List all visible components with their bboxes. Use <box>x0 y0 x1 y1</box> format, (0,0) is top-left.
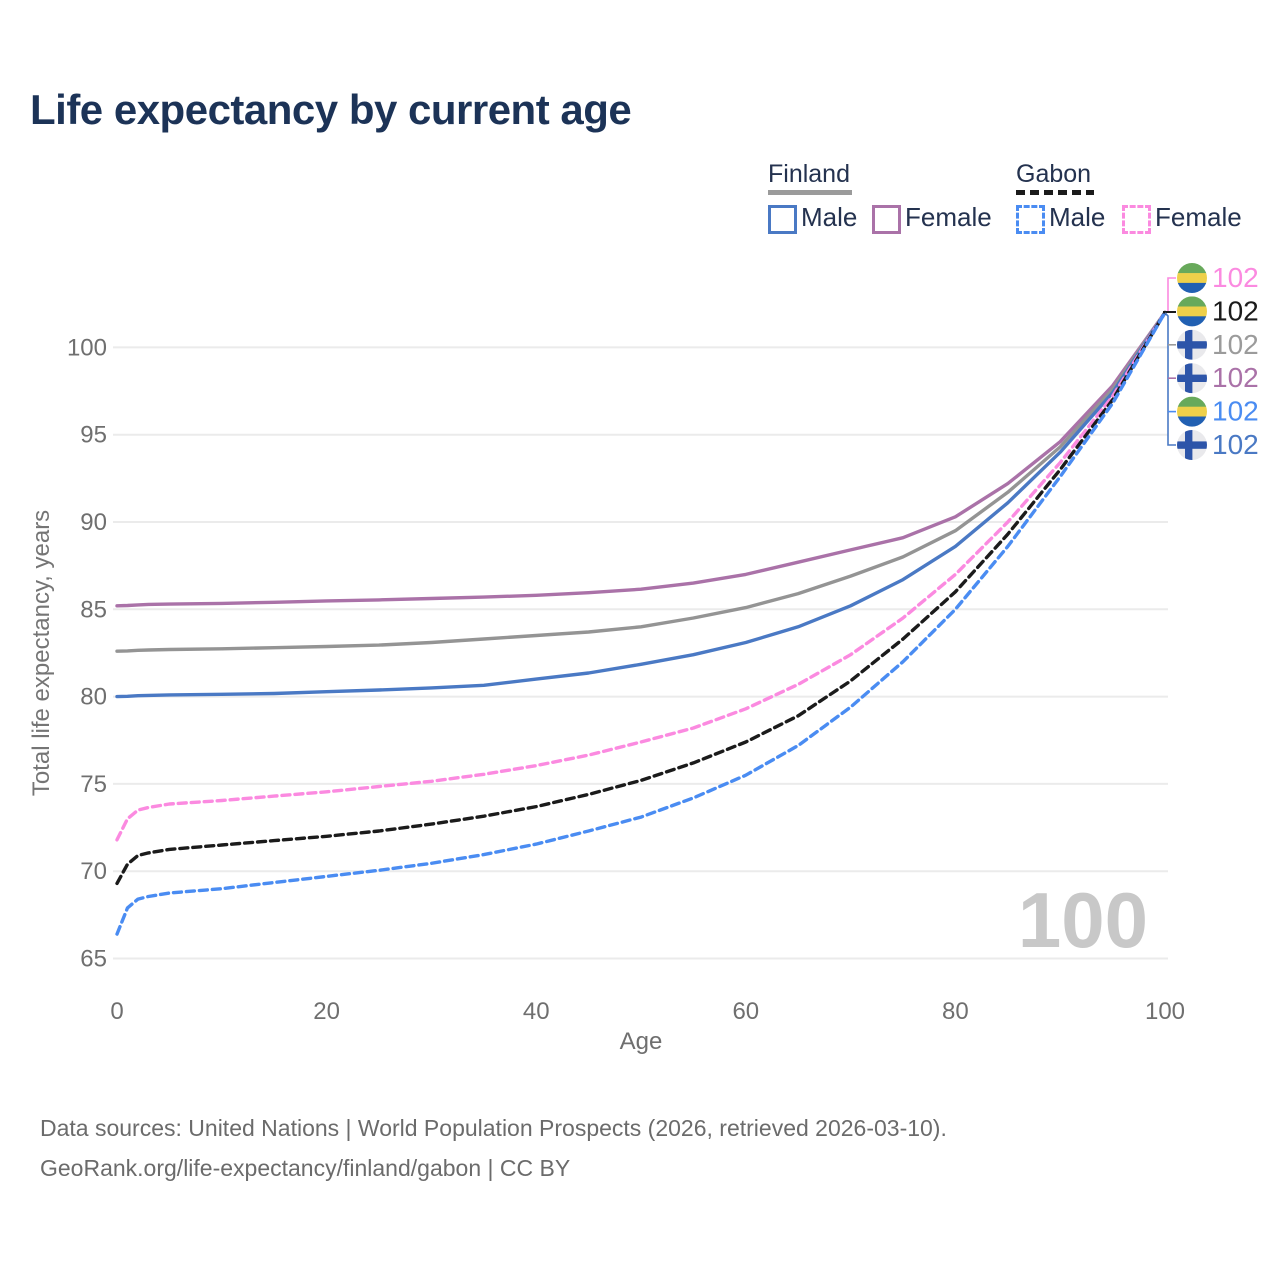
legend-group-gabon-header[interactable]: Gabon <box>1016 160 1092 188</box>
chart-title: Life expectancy by current age <box>30 86 632 133</box>
x-tick-40: 40 <box>523 998 550 1025</box>
end-label-gabon-female: 102 <box>1212 262 1259 293</box>
y-tick-90: 90 <box>80 509 107 536</box>
chart-footer: Data sources: United Nations | World Pop… <box>40 1108 947 1188</box>
y-tick-70: 70 <box>80 858 107 885</box>
y-tick-85: 85 <box>80 596 107 623</box>
legend-swatch-finland-female[interactable] <box>872 205 901 234</box>
x-tick-0: 0 <box>110 998 123 1025</box>
legend-swatch-gabon-male[interactable] <box>1016 205 1045 234</box>
current-age-watermark: 100 <box>1018 876 1148 964</box>
legend-swatch-finland-male[interactable] <box>768 205 797 234</box>
legend-label-gabon-female[interactable]: Female <box>1155 202 1242 232</box>
legend-label-gabon-male[interactable]: Male <box>1049 202 1106 232</box>
gabon-flag-icon <box>1177 396 1207 427</box>
end-label-gabon: 102 <box>1212 295 1259 326</box>
y-axis-label: Total life expectancy, years <box>28 510 55 796</box>
series-line-finland-male[interactable] <box>115 310 1167 699</box>
x-tick-80: 80 <box>942 998 969 1025</box>
series-line-gabon-female[interactable] <box>115 310 1167 842</box>
legend-swatch-gabon-female[interactable] <box>1122 205 1151 234</box>
leader-gabon-female <box>1167 277 1176 311</box>
leader-finland-male <box>1164 312 1176 446</box>
legend-finland-underline <box>768 190 852 195</box>
x-tick-60: 60 <box>732 998 759 1025</box>
x-tick-100: 100 <box>1145 998 1185 1025</box>
end-label-finland-male: 102 <box>1212 429 1259 460</box>
y-tick-100: 100 <box>67 334 107 361</box>
legend-label-finland-female[interactable]: Female <box>905 202 992 232</box>
series-line-gabon[interactable] <box>115 310 1167 886</box>
finland-flag-icon <box>1177 363 1207 394</box>
gabon-flag-icon <box>1177 263 1207 293</box>
series-line-finland[interactable] <box>115 310 1167 653</box>
y-tick-95: 95 <box>80 422 107 449</box>
y-tick-65: 65 <box>80 946 107 973</box>
footer-data-sources: Data sources: United Nations | World Pop… <box>40 1115 947 1141</box>
x-axis-label: Age <box>620 1028 663 1055</box>
y-tick-75: 75 <box>80 771 107 798</box>
gabon-flag-icon <box>1177 296 1207 327</box>
series-line-finland-female[interactable] <box>115 310 1167 608</box>
x-tick-20: 20 <box>313 998 340 1025</box>
finland-flag-icon <box>1177 430 1207 460</box>
legend-gabon-underline <box>1016 190 1094 195</box>
footer-attribution[interactable]: GeoRank.org/life-expectancy/finland/gabo… <box>40 1155 571 1181</box>
legend-group-finland-header[interactable]: Finland <box>768 160 850 188</box>
end-label-finland-female: 102 <box>1212 362 1259 393</box>
y-tick-80: 80 <box>80 684 107 711</box>
end-label-finland: 102 <box>1212 329 1259 360</box>
finland-flag-icon <box>1177 329 1207 360</box>
legend-label-finland-male[interactable]: Male <box>801 202 858 232</box>
series-line-gabon-male[interactable] <box>115 310 1167 936</box>
end-label-gabon-male: 102 <box>1212 396 1259 427</box>
